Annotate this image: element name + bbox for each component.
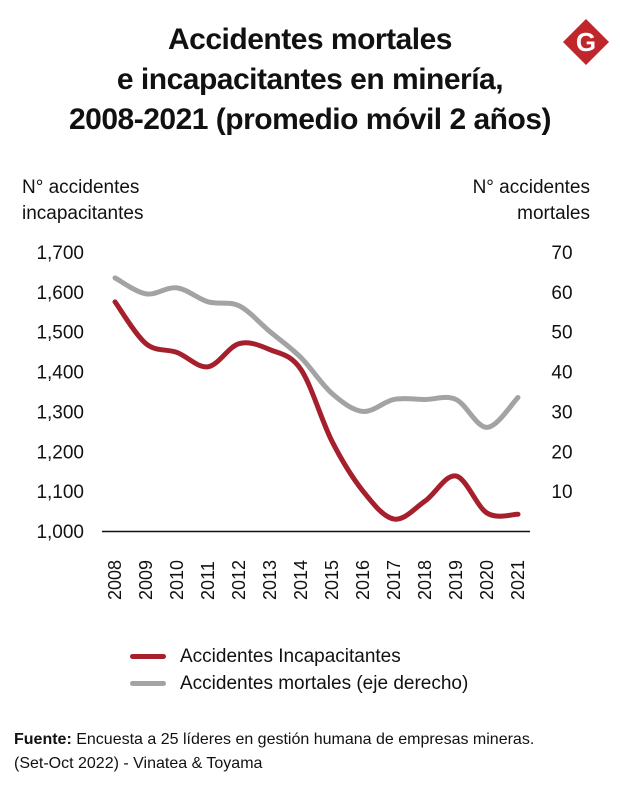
source-label: Fuente: [14, 731, 72, 748]
legend: Accidentes Incapacitantes Accidentes mor… [130, 643, 468, 697]
y-left-tick-label: 1,600 [36, 283, 84, 304]
legend-swatch-mortales [130, 681, 166, 686]
source-line-2: (Set-Oct 2022) - Vinatea & Toyama [14, 755, 263, 772]
series-line-incapacitantes [112, 299, 521, 522]
logo-diamond [563, 19, 609, 65]
x-tick-label: 2019 [446, 560, 466, 600]
chart-title: Accidentes mortales e incapacitantes en … [0, 20, 620, 140]
x-tick-label: 2012 [229, 560, 249, 600]
left-axis-title: N° accidentes incapacitantes [22, 175, 143, 227]
x-tick-label: 2020 [477, 560, 497, 600]
x-tick-label: 2008 [105, 560, 125, 600]
right-axis-title-line-2: mortales [517, 203, 590, 224]
legend-label-mortales: Accidentes mortales (eje derecho) [180, 672, 469, 694]
left-axis-title-line-2: incapacitantes [22, 203, 144, 224]
y-right-tick-label: 30 [551, 402, 572, 423]
series-line-mortales [112, 275, 521, 430]
x-tick-label: 2014 [291, 560, 311, 600]
legend-item-mortales: Accidentes mortales (eje derecho) [130, 670, 468, 697]
x-tick-label: 2016 [353, 560, 373, 600]
title-line-2: e incapacitantes en minería, [116, 63, 504, 96]
y-right-tick-label: 20 [551, 442, 572, 463]
brand-logo-icon: G [563, 19, 609, 65]
x-tick-label: 2021 [508, 560, 528, 600]
x-tick-label: 2015 [322, 560, 342, 600]
legend-label-incapacitantes: Accidentes Incapacitantes [180, 645, 401, 667]
y-left-tick-label: 1,100 [36, 482, 84, 503]
right-axis-title-line-1: N° accidentes [472, 177, 590, 198]
y-left-tick-label: 1,000 [36, 522, 84, 543]
y-left-tick-label: 1,700 [36, 243, 84, 264]
y-left-tick-label: 1,400 [36, 363, 84, 384]
y-right-tick-label: 70 [551, 243, 572, 264]
title-line-3: 2008-2021 (promedio móvil 2 años) [68, 103, 552, 136]
logo-letter: G [576, 27, 596, 57]
legend-swatch-incapacitantes [130, 654, 166, 659]
legend-item-incapacitantes: Accidentes Incapacitantes [130, 643, 468, 670]
y-right-tick-label: 50 [551, 323, 572, 344]
left-axis-title-line-1: N° accidentes [22, 177, 140, 198]
source-note: Fuente: Encuesta a 25 líderes en gestión… [14, 728, 614, 776]
title-line-1: Accidentes mortales [168, 23, 452, 56]
source-text: Encuesta a 25 líderes en gestión humana … [71, 731, 535, 748]
x-tick-label: 2017 [384, 560, 404, 600]
y-left-tick-label: 1,500 [36, 323, 84, 344]
x-tick-label: 2010 [167, 560, 187, 600]
y-left-tick-label: 1,300 [36, 402, 84, 423]
y-left-tick-label: 1,200 [36, 442, 84, 463]
y-right-tick-label: 60 [551, 283, 572, 304]
right-axis-title: N° accidentes mortales [473, 175, 590, 227]
y-right-tick-label: 10 [551, 482, 572, 503]
x-tick-label: 2018 [415, 560, 435, 600]
x-tick-label: 2013 [260, 560, 280, 600]
x-tick-label: 2009 [136, 560, 156, 600]
y-right-tick-label: 40 [551, 363, 572, 384]
x-tick-label: 2011 [198, 561, 218, 600]
line-chart: 1,700 1,600 1,500 1,400 1,300 1,200 1,100 1,000… [36, 243, 572, 600]
